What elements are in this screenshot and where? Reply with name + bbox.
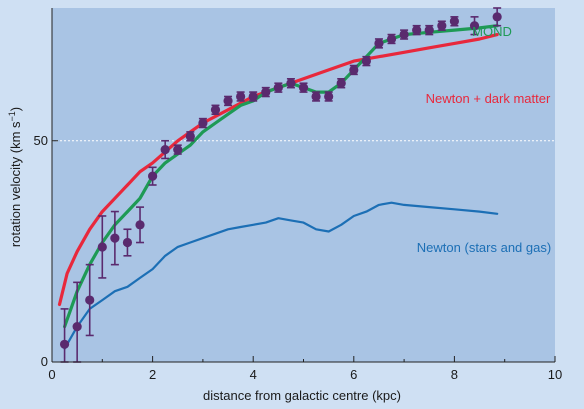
data-point: [223, 96, 233, 106]
data-points: [59, 7, 502, 363]
data-point: [173, 145, 183, 155]
data-point: [399, 29, 409, 40]
x-axis-label: distance from galactic centre (kpc): [203, 388, 401, 403]
data-point: [469, 21, 480, 31]
data-point: [210, 105, 221, 115]
plot-area: [52, 8, 555, 362]
data-point: [298, 83, 309, 93]
series-label-dark-matter: Newton + dark matter: [426, 91, 551, 106]
y-axis-label-main: rotation velocity (km s: [8, 121, 23, 247]
y-tick-label: 0: [41, 354, 48, 369]
series-label-mond: MOND: [472, 24, 512, 39]
data-point: [311, 91, 321, 102]
data-point: [85, 295, 95, 305]
y-axis-label-close: ): [8, 107, 23, 111]
data-point: [324, 91, 334, 102]
x-tick-label: 6: [350, 367, 357, 382]
data-point: [261, 87, 271, 97]
y-axis-label-sup: −1: [7, 111, 17, 121]
data-point: [148, 171, 158, 181]
data-point: [424, 25, 434, 35]
data-point: [386, 34, 397, 44]
data-point: [437, 21, 447, 31]
series-line-dark_matter: [57, 33, 499, 307]
x-tick-labels: 0 2 4 6 8 10: [48, 367, 562, 382]
data-point: [361, 56, 371, 66]
x-tick-label: 4: [250, 367, 257, 382]
data-point: [412, 25, 422, 35]
data-point: [374, 38, 384, 49]
data-point: [110, 233, 120, 243]
data-point: [349, 65, 359, 75]
data-point: [135, 220, 145, 230]
y-tick-labels: 0 50: [34, 133, 48, 369]
data-point: [236, 91, 246, 102]
data-point: [122, 237, 133, 248]
axes: [51, 8, 556, 363]
y-tick-label: 50: [34, 133, 48, 148]
y-axis-label: rotation velocity (km s−1): [7, 107, 23, 247]
data-point: [198, 118, 208, 128]
x-tick-label: 0: [48, 367, 55, 382]
series-line-newton: [63, 201, 499, 350]
series-label-newton: Newton (stars and gas): [417, 240, 551, 255]
data-point: [185, 131, 195, 141]
x-tick-label: 8: [451, 367, 458, 382]
data-point: [492, 12, 502, 22]
data-point: [72, 322, 82, 332]
data-point: [286, 78, 296, 88]
data-point: [97, 242, 107, 252]
data-point: [449, 16, 459, 26]
data-point: [273, 83, 283, 93]
x-tick-label: 2: [149, 367, 156, 382]
x-tick-label: 10: [548, 367, 562, 382]
data-point: [59, 339, 70, 349]
data-point: [248, 91, 258, 102]
data-point: [160, 145, 170, 155]
data-point: [336, 78, 346, 88]
